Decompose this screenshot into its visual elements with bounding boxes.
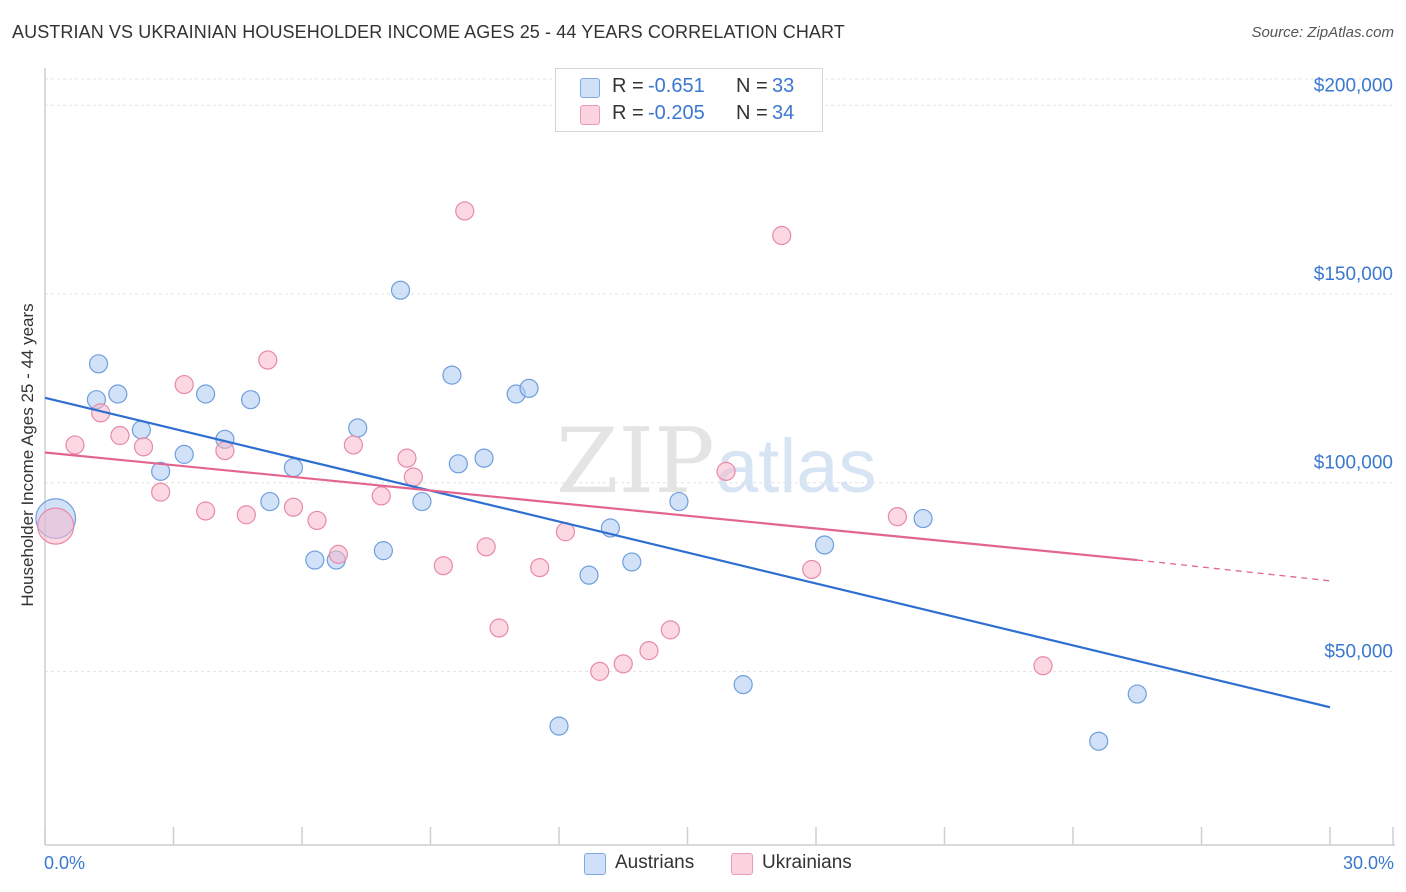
data-point-austrians xyxy=(669,491,689,512)
bottom-legend-label-ukrainians: Ukrainians xyxy=(762,852,852,873)
data-point-austrians xyxy=(241,390,261,410)
data-point-austrians xyxy=(622,552,642,572)
data-point-austrians xyxy=(260,491,280,512)
legend-swatch-ukrainians xyxy=(580,105,600,125)
watermark-zip: ZIP xyxy=(556,409,715,514)
data-point-austrians xyxy=(474,448,494,468)
data-point-ukrainians xyxy=(433,556,453,576)
data-point-ukrainians xyxy=(772,225,792,246)
data-point-ukrainians xyxy=(403,467,423,487)
data-point-austrians xyxy=(733,675,753,695)
data-point-ukrainians xyxy=(590,661,610,681)
data-point-ukrainians xyxy=(639,641,659,661)
data-point-ukrainians xyxy=(110,425,130,446)
data-point-ukrainians xyxy=(1033,656,1053,676)
data-point-ukrainians xyxy=(887,507,907,527)
data-point-austrians xyxy=(412,491,432,512)
data-point-ukrainians xyxy=(37,507,75,545)
trend-line-ukrainians xyxy=(44,451,1138,562)
data-point-ukrainians xyxy=(476,537,496,557)
data-point-austrians xyxy=(196,384,216,404)
data-point-ukrainians xyxy=(307,510,327,531)
data-point-ukrainians xyxy=(802,559,822,580)
legend-r-label: R = xyxy=(612,102,644,124)
data-point-ukrainians xyxy=(65,435,85,455)
data-point-austrians xyxy=(373,541,393,561)
data-point-austrians xyxy=(174,444,194,464)
data-point-ukrainians xyxy=(258,350,278,370)
axes xyxy=(44,68,1395,846)
source-label: Source: ZipAtlas.com xyxy=(1251,24,1394,41)
data-point-austrians xyxy=(519,378,539,398)
data-point-austrians xyxy=(151,461,171,481)
data-point-austrians xyxy=(579,565,599,585)
data-points xyxy=(35,201,1147,751)
legend-r-value: -0.651 xyxy=(648,75,705,97)
data-point-ukrainians xyxy=(489,618,509,638)
data-point-ukrainians xyxy=(371,486,391,506)
legend-r-value: -0.205 xyxy=(648,102,705,124)
correlation-legend: R = -0.651 N = 33 R = -0.205 N = 34 xyxy=(555,68,823,132)
series-austrians xyxy=(35,280,1147,751)
data-point-ukrainians xyxy=(215,441,235,461)
legend-swatch-austrians xyxy=(580,78,600,98)
data-point-austrians xyxy=(549,716,569,736)
data-point-ukrainians xyxy=(328,544,349,564)
data-point-austrians xyxy=(814,535,835,555)
data-point-ukrainians xyxy=(236,505,256,525)
legend-n-value: 34 xyxy=(772,102,795,124)
bottom-legend-label-austrians: Austrians xyxy=(615,852,695,873)
data-point-austrians xyxy=(305,550,325,570)
bottom-legend-swatch-austrians xyxy=(584,853,606,875)
y-tick-labels: $50,000 $100,000 $150,000 $200,000 xyxy=(1314,75,1393,662)
x-max-label: 30.0% xyxy=(1342,853,1394,873)
data-point-ukrainians xyxy=(397,448,417,468)
trend-line-austrians xyxy=(44,396,1331,709)
data-point-ukrainians xyxy=(530,558,550,578)
x-min-label: 0.0% xyxy=(44,853,86,873)
trend-lines xyxy=(44,396,1331,709)
watermark-atlas: atlas xyxy=(716,424,877,509)
data-point-austrians xyxy=(913,508,933,529)
y-tick-label: $50,000 xyxy=(1324,641,1393,662)
data-point-ukrainians xyxy=(613,654,633,674)
data-point-ukrainians xyxy=(716,461,736,481)
y-tick-label: $100,000 xyxy=(1314,453,1393,474)
legend-n-label: N = xyxy=(736,102,768,124)
trend-line-extension-ukrainians xyxy=(1137,559,1331,582)
legend-r-label: R = xyxy=(612,75,644,97)
data-point-ukrainians xyxy=(151,482,171,502)
data-point-austrians xyxy=(1089,731,1109,751)
data-point-ukrainians xyxy=(283,497,304,517)
data-point-austrians xyxy=(283,457,304,478)
legend-n-value: 33 xyxy=(772,75,795,97)
data-point-ukrainians xyxy=(455,201,475,221)
series-ukrainians xyxy=(37,201,1053,681)
y-tick-label: $150,000 xyxy=(1314,264,1393,285)
data-point-ukrainians xyxy=(174,374,194,395)
chart-title: AUSTRIAN VS UKRAINIAN HOUSEHOLDER INCOME… xyxy=(12,22,845,42)
watermark: ZIP atlas xyxy=(556,409,877,514)
data-point-austrians xyxy=(390,280,411,300)
data-point-austrians xyxy=(88,354,109,374)
legend-n-label: N = xyxy=(736,75,768,97)
data-point-ukrainians xyxy=(343,435,363,455)
data-point-ukrainians xyxy=(660,620,680,640)
data-point-austrians xyxy=(448,454,468,474)
data-point-ukrainians xyxy=(196,501,216,521)
grid-lines xyxy=(45,78,1395,672)
y-tick-label: $200,000 xyxy=(1314,75,1393,96)
data-point-ukrainians xyxy=(133,437,154,457)
data-point-austrians xyxy=(1127,684,1147,704)
data-point-austrians xyxy=(442,365,462,385)
bottom-legend-swatch-ukrainians xyxy=(731,853,753,875)
data-point-austrians xyxy=(348,418,368,438)
data-point-austrians xyxy=(108,384,128,404)
y-axis-label: Householder Income Ages 25 - 44 years xyxy=(18,303,37,607)
